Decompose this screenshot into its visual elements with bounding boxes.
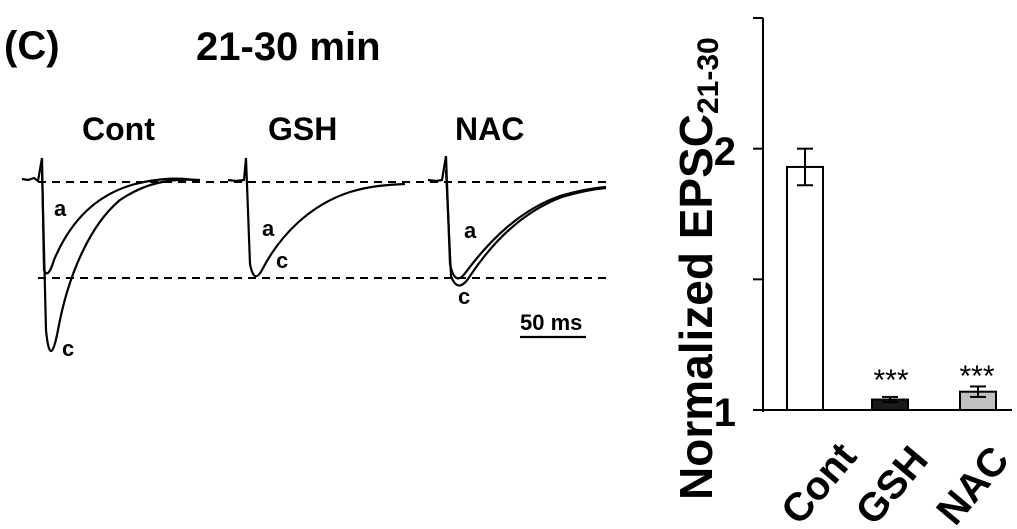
scale-bar-label: 50 ms <box>520 310 582 335</box>
panel-label: (C) <box>4 24 60 68</box>
significance-nac: *** <box>959 360 994 393</box>
trace-gsh-label-a: a <box>262 216 275 241</box>
trace-cont-label-a: a <box>54 196 67 221</box>
trace-cont-label-c: c <box>62 336 74 361</box>
x-tick-label-gsh: GSH <box>847 438 936 529</box>
bar-cont <box>786 165 824 411</box>
trace-cont-c <box>40 169 201 353</box>
y-axis-label-sub: 21-30 <box>692 37 725 114</box>
time-window-title: 21-30 min <box>196 25 381 69</box>
trace-gsh <box>227 157 406 278</box>
trace-gsh-label-c: c <box>276 248 288 273</box>
x-tick-label-cont: Cont <box>773 435 865 529</box>
x-tick-label-nac: NAC <box>928 438 1017 529</box>
trace-nac <box>427 155 607 287</box>
bar-chart: 1 2 Normalized EPSC21-30 Cont GSH NAC **… <box>670 17 1017 529</box>
trace-cont-start <box>21 157 44 183</box>
y-axis-label-main: Normalized EPSC <box>670 114 722 500</box>
significance-gsh: *** <box>873 364 908 397</box>
baseline-dashed-lines <box>38 181 608 279</box>
trace-cont-a <box>40 157 201 275</box>
trace-gsh-start <box>227 157 248 183</box>
y-tick-label-2: 2 <box>714 130 736 174</box>
trace-cont <box>21 157 201 353</box>
y-tick-label-1: 1 <box>714 391 736 435</box>
trace-nac-a <box>444 155 607 280</box>
trace-nac-c <box>444 169 607 287</box>
trace-gsh-ac <box>244 157 406 278</box>
trace-label-gsh: GSH <box>268 111 337 147</box>
trace-label-nac: NAC <box>455 111 524 147</box>
trace-nac-label-c: c <box>458 284 470 309</box>
bars <box>763 147 1012 411</box>
y-axis-label: Normalized EPSC21-30 <box>670 37 725 500</box>
trace-nac-label-a: a <box>464 218 477 243</box>
error-bar-nac <box>970 385 986 398</box>
error-bar-cont <box>797 147 813 187</box>
error-bar-gsh <box>882 395 898 404</box>
trace-nac-start <box>427 155 448 183</box>
trace-label-cont: Cont <box>82 111 155 147</box>
y-axis-ticks <box>753 17 763 411</box>
